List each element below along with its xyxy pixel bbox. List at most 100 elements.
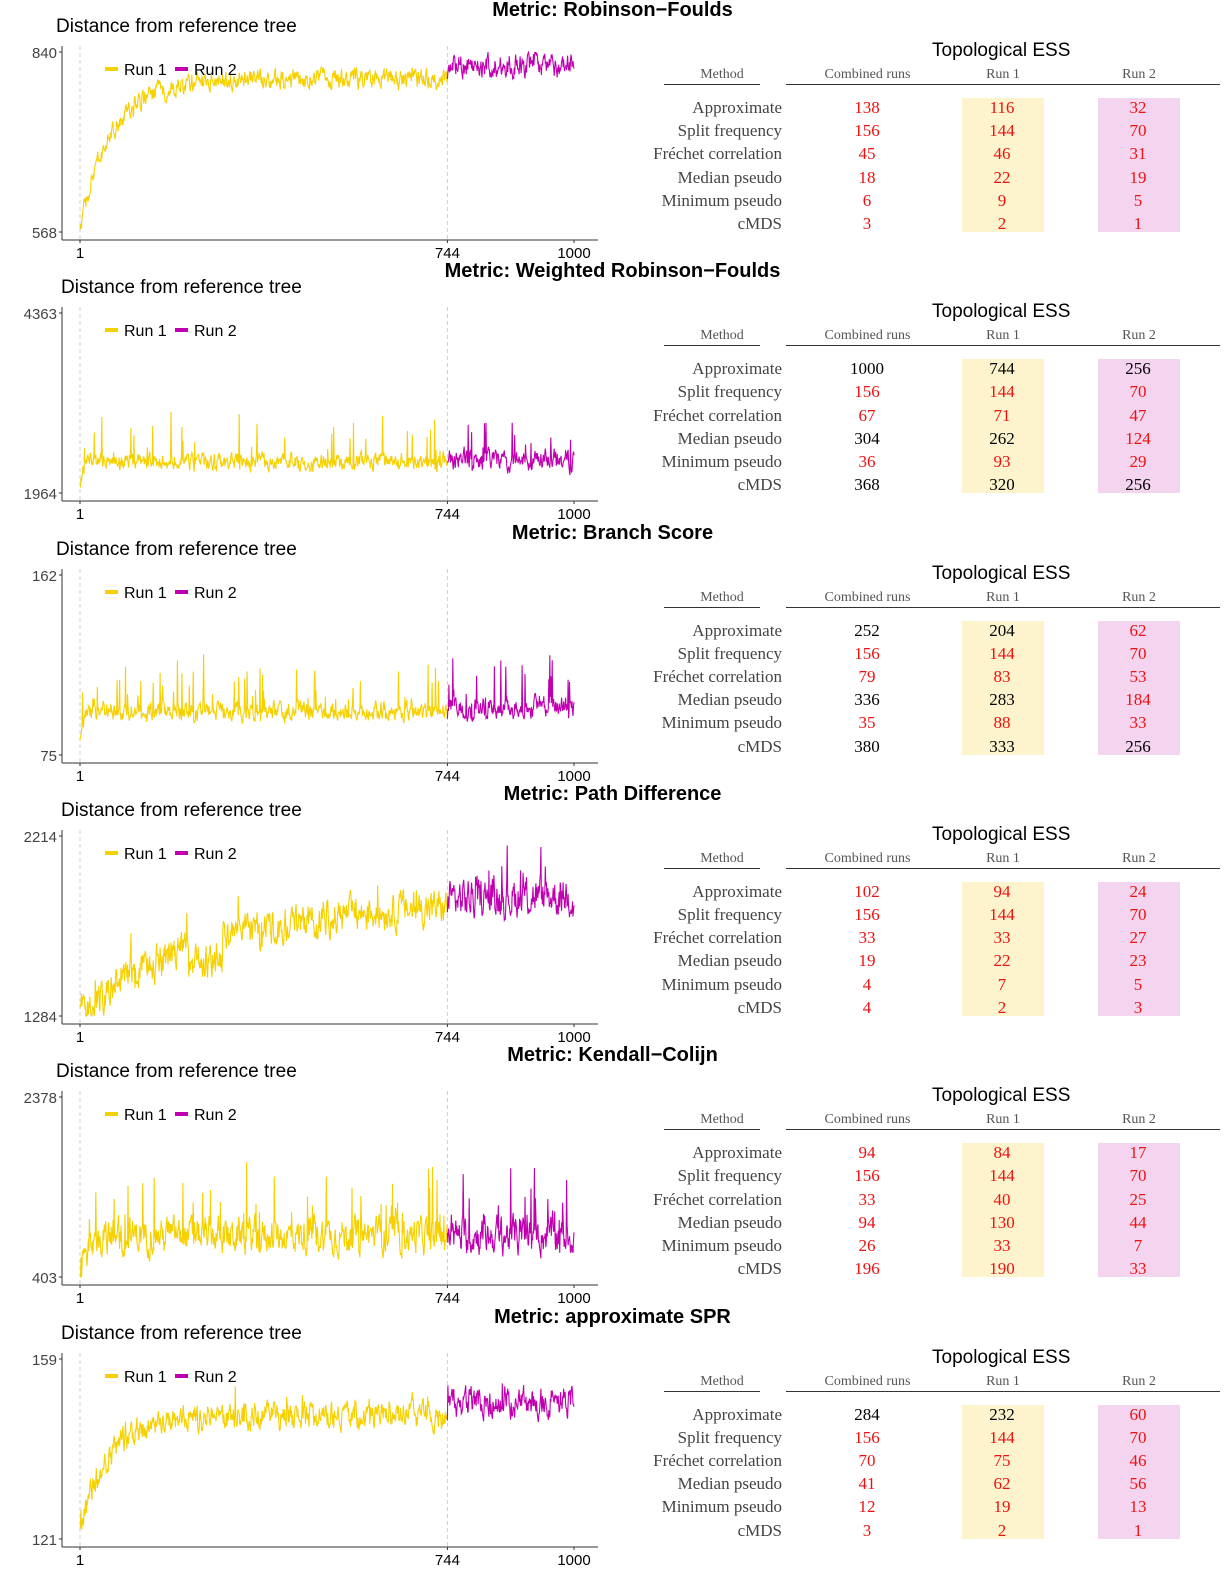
- ess-value-combined: 67: [858, 405, 876, 425]
- ess-value-run2: 23: [1129, 951, 1147, 971]
- run1-trace-line: [79, 412, 448, 488]
- ess-value-combined: 18: [858, 167, 876, 187]
- trace-plot: 568 840 1 744 1000 Run 1 Run 2: [32, 45, 598, 262]
- legend-key-run1: [105, 589, 118, 594]
- ess-value-run2: 7: [1133, 1235, 1143, 1255]
- table-header: Run 2: [1122, 67, 1156, 82]
- ess-value-run1: 22: [993, 951, 1011, 971]
- table-header: Run 2: [1122, 1373, 1156, 1389]
- run1-trace-line: [79, 653, 448, 740]
- method-label: Median pseudo: [677, 167, 782, 187]
- method-label: cMDS: [737, 214, 782, 233]
- ess-table: Topological ESS Method Combined runs Run 1 R…: [640, 38, 1225, 238]
- trace-plot: 121 159 1 744 1000 Run 1 Run 2: [32, 1352, 598, 1569]
- legend-label-run1: Run 1: [124, 846, 167, 863]
- ess-table: Topological ESS Method Combined runs Run 1 R…: [640, 822, 1225, 1022]
- ess-value-combined: 304: [854, 428, 880, 448]
- table-header: Run 2: [1122, 1112, 1156, 1128]
- ess-value-run2: 13: [1129, 1497, 1147, 1517]
- table-header: Method: [700, 850, 744, 866]
- ess-value-run2: 19: [1129, 167, 1147, 187]
- legend-key-run2: [175, 850, 188, 855]
- ess-value-combined: 4: [862, 997, 872, 1017]
- header-rule-method: [664, 1390, 760, 1392]
- legend-label-run2: Run 2: [194, 1107, 237, 1124]
- table-header: Combined runs: [824, 328, 911, 344]
- ess-value-run2: 53: [1129, 666, 1147, 686]
- ess-table: Topological ESS Method Combined runs Run 1 R…: [640, 561, 1225, 761]
- ess-value-run1: 62: [993, 1474, 1011, 1494]
- metric-title: Metric: approximate SPR: [494, 1305, 731, 1328]
- ess-value-run1: 144: [989, 1427, 1015, 1447]
- method-label: Fréchet correlation: [653, 405, 782, 425]
- ess-value-run2: 32: [1129, 98, 1147, 117]
- legend: Run 1 Run 2: [105, 62, 237, 79]
- ess-value-combined: 156: [854, 1166, 880, 1186]
- ess-value-combined: 33: [858, 1189, 876, 1209]
- method-label: Split frequency: [677, 905, 782, 925]
- ess-value-combined: 196: [854, 1259, 880, 1279]
- run2-trace-line: [446, 654, 575, 722]
- run2-trace-line: [446, 50, 575, 81]
- ess-table-title: Topological ESS: [932, 1085, 1071, 1107]
- ess-value-run1: 204: [989, 620, 1015, 640]
- header-rule-values: [786, 867, 1220, 869]
- ess-value-run2: 44: [1129, 1212, 1147, 1232]
- metric-panel: Metric: Weighted Robinson−Foulds Distance…: [0, 260, 1225, 523]
- ess-value-run2: 31: [1129, 144, 1147, 164]
- x-tick-label: 744: [435, 1290, 460, 1307]
- table-header: Combined runs: [824, 850, 911, 866]
- ess-value-combined: 3: [862, 1520, 872, 1540]
- trace-plot: 75 162 1 744 1000 Run 1 Run 2: [32, 568, 598, 785]
- table-header: Run 1: [986, 67, 1020, 82]
- ess-value-run2: 29: [1129, 452, 1147, 472]
- trace-plot: 403 2378 1 744 1000 Run 1 Run 2: [24, 1090, 598, 1307]
- ess-value-combined: 380: [854, 736, 880, 756]
- method-label: Minimum pseudo: [661, 1497, 782, 1517]
- ess-value-run2: 24: [1129, 881, 1147, 901]
- x-tick-label: 1: [76, 506, 84, 523]
- ess-value-combined: 3: [862, 214, 872, 233]
- run2-column-band: [1098, 1404, 1180, 1539]
- metric-panel: Metric: approximate SPR Distance from ref…: [0, 1305, 1225, 1569]
- ess-value-combined: 41: [858, 1474, 876, 1494]
- run1-trace-line: [79, 885, 448, 1017]
- ess-table: Topological ESS Method Combined runs Run 1 R…: [640, 1083, 1225, 1283]
- header-rule-values: [786, 345, 1220, 347]
- x-tick-label: 1000: [557, 768, 590, 785]
- x-tick-label: 744: [435, 1552, 460, 1569]
- ess-table-title: Topological ESS: [932, 1346, 1071, 1368]
- run1-column-band: [962, 1404, 1044, 1539]
- x-tick-label: 744: [435, 1029, 460, 1046]
- table-header: Method: [700, 589, 744, 605]
- ess-value-run2: 1: [1133, 1520, 1143, 1540]
- x-tick-label: 1: [76, 1029, 84, 1046]
- legend-key-run2: [175, 1112, 188, 1117]
- method-label: Median pseudo: [677, 1212, 782, 1232]
- table-header: Combined runs: [824, 1112, 911, 1128]
- ess-value-run1: 116: [989, 98, 1015, 117]
- ess-value-combined: 138: [854, 98, 880, 117]
- ess-value-run1: 144: [989, 382, 1015, 402]
- ess-value-run1: 2: [997, 997, 1007, 1017]
- run1-column-band: [962, 881, 1044, 1016]
- trace-plot: 1284 2214 1 744 1000 Run 1 Run 2: [24, 829, 598, 1046]
- y-tick-label: 403: [32, 1270, 57, 1287]
- legend-label-run1: Run 1: [124, 585, 167, 602]
- legend-label-run1: Run 1: [124, 323, 167, 340]
- ess-value-run2: 27: [1129, 928, 1147, 948]
- ess-value-run2: 56: [1129, 1474, 1147, 1494]
- run1-trace-line: [79, 1385, 448, 1530]
- run2-column-band: [1098, 620, 1180, 755]
- ess-value-run1: 190: [989, 1259, 1015, 1279]
- ess-value-run2: 70: [1129, 905, 1147, 925]
- ess-value-combined: 252: [854, 620, 880, 640]
- method-label: Approximate: [692, 98, 782, 117]
- table-header: Combined runs: [824, 589, 911, 605]
- ess-value-run2: 47: [1129, 405, 1147, 425]
- legend-key-run1: [105, 328, 118, 333]
- run2-column-band: [1098, 359, 1180, 494]
- x-tick-label: 1000: [557, 506, 590, 523]
- table-header: Run 1: [986, 1373, 1020, 1389]
- run2-trace-line: [446, 1168, 575, 1259]
